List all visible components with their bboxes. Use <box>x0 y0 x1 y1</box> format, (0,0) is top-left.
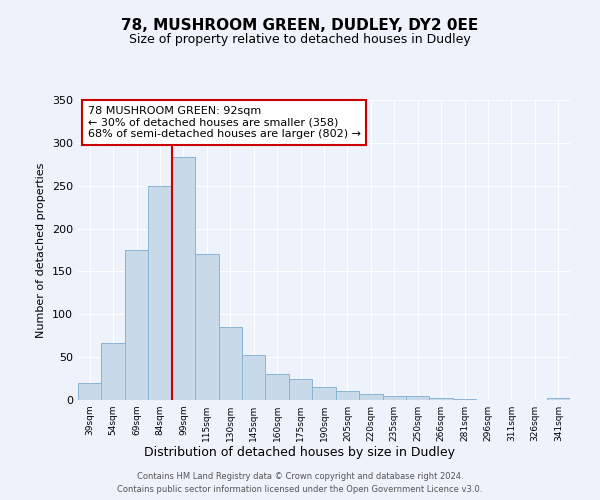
Bar <box>430 398 453 400</box>
Bar <box>312 387 336 400</box>
Text: Size of property relative to detached houses in Dudley: Size of property relative to detached ho… <box>129 32 471 46</box>
Bar <box>125 250 148 400</box>
Bar <box>265 374 289 400</box>
Text: 78 MUSHROOM GREEN: 92sqm
← 30% of detached houses are smaller (358)
68% of semi-: 78 MUSHROOM GREEN: 92sqm ← 30% of detach… <box>88 106 361 139</box>
Y-axis label: Number of detached properties: Number of detached properties <box>37 162 46 338</box>
Bar <box>289 378 312 400</box>
Bar <box>172 158 195 400</box>
Bar <box>453 399 476 400</box>
Text: Contains HM Land Registry data © Crown copyright and database right 2024.: Contains HM Land Registry data © Crown c… <box>137 472 463 481</box>
Bar <box>78 383 101 400</box>
Bar <box>336 392 359 400</box>
Bar <box>359 394 383 400</box>
Bar <box>383 396 406 400</box>
Bar <box>148 186 172 400</box>
Bar <box>195 254 218 400</box>
Bar <box>547 398 570 400</box>
Text: 78, MUSHROOM GREEN, DUDLEY, DY2 0EE: 78, MUSHROOM GREEN, DUDLEY, DY2 0EE <box>121 18 479 32</box>
Text: Distribution of detached houses by size in Dudley: Distribution of detached houses by size … <box>145 446 455 459</box>
Bar <box>242 356 265 400</box>
Bar <box>101 342 125 400</box>
Bar <box>406 396 430 400</box>
Bar <box>218 327 242 400</box>
Text: Contains public sector information licensed under the Open Government Licence v3: Contains public sector information licen… <box>118 485 482 494</box>
